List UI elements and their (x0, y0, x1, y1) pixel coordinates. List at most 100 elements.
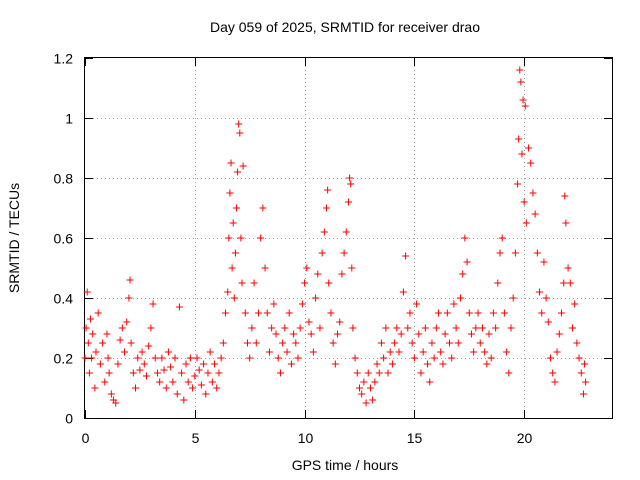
data-point (193, 354, 201, 362)
data-point (123, 318, 131, 326)
data-point (229, 219, 237, 227)
data-point (82, 324, 90, 332)
data-point (169, 378, 177, 386)
y-tick-label: 0.2 (54, 351, 74, 367)
data-point (246, 354, 254, 362)
data-point (94, 309, 102, 317)
data-point (208, 378, 216, 386)
data-point (238, 279, 246, 287)
data-point (399, 288, 407, 296)
data-point (432, 324, 440, 332)
data-point (241, 309, 249, 317)
data-point (263, 309, 271, 317)
data-point (118, 324, 126, 332)
data-point (126, 276, 134, 284)
data-point (250, 279, 258, 287)
data-point (430, 354, 438, 362)
data-point (318, 249, 326, 257)
data-point (544, 318, 552, 326)
data-point (290, 330, 298, 338)
data-point (285, 309, 293, 317)
data-point (485, 330, 493, 338)
data-point (355, 384, 363, 392)
data-point (360, 378, 368, 386)
data-point (85, 369, 93, 377)
data-point (417, 369, 425, 377)
data-point (211, 360, 219, 368)
data-point (136, 366, 144, 374)
data-point (248, 324, 256, 332)
data-point (533, 249, 541, 257)
data-point (252, 339, 260, 347)
data-point (386, 348, 394, 356)
data-point (579, 390, 587, 398)
data-point (314, 270, 322, 278)
data-point (213, 384, 221, 392)
data-point (84, 339, 92, 347)
data-point (287, 360, 295, 368)
data-point (236, 129, 244, 137)
data-point (200, 360, 208, 368)
data-point (509, 294, 517, 302)
data-point (151, 354, 159, 362)
data-point (463, 258, 471, 266)
x-tick-label: 0 (82, 430, 90, 446)
data-point (551, 378, 559, 386)
x-tick-label: 5 (192, 430, 200, 446)
data-point (197, 381, 205, 389)
data-point (348, 264, 356, 272)
data-point (324, 186, 332, 194)
data-point (307, 330, 315, 338)
data-point (498, 234, 506, 242)
data-point (175, 303, 183, 311)
data-point (173, 390, 181, 398)
data-point (575, 354, 583, 362)
data-point (483, 360, 491, 368)
data-point (516, 66, 524, 74)
data-point (391, 339, 399, 347)
data-point (312, 294, 320, 302)
data-point (562, 219, 570, 227)
data-point (178, 369, 186, 377)
data-point (162, 384, 170, 392)
data-point (292, 339, 300, 347)
data-point (224, 288, 232, 296)
data-point (428, 339, 436, 347)
data-point (443, 309, 451, 317)
data-point (536, 288, 544, 296)
y-tick-label: 1 (65, 111, 73, 127)
data-point (568, 324, 576, 332)
data-point (134, 354, 142, 362)
data-point (478, 324, 486, 332)
data-point (421, 324, 429, 332)
data-point (268, 324, 276, 332)
data-point (105, 369, 113, 377)
data-point (225, 234, 233, 242)
data-point (450, 300, 458, 308)
data-point (125, 294, 133, 302)
y-tick-label: 0.6 (54, 231, 74, 247)
data-point (446, 339, 454, 347)
data-point (103, 330, 111, 338)
data-point (164, 348, 172, 356)
data-point (184, 378, 192, 386)
data-point (129, 369, 137, 377)
data-point (257, 234, 265, 242)
data-point (542, 294, 550, 302)
data-point (243, 339, 251, 347)
data-point (454, 339, 462, 347)
data-point (303, 264, 311, 272)
data-point (180, 396, 188, 404)
data-point (132, 384, 140, 392)
data-point (276, 369, 284, 377)
data-point (121, 348, 129, 356)
data-point (167, 363, 175, 371)
data-point (459, 270, 467, 278)
data-point (160, 366, 168, 374)
data-point (320, 228, 328, 236)
grid-lines (85, 58, 612, 418)
data-series (81, 66, 590, 407)
data-point (272, 330, 280, 338)
data-point (474, 309, 482, 317)
